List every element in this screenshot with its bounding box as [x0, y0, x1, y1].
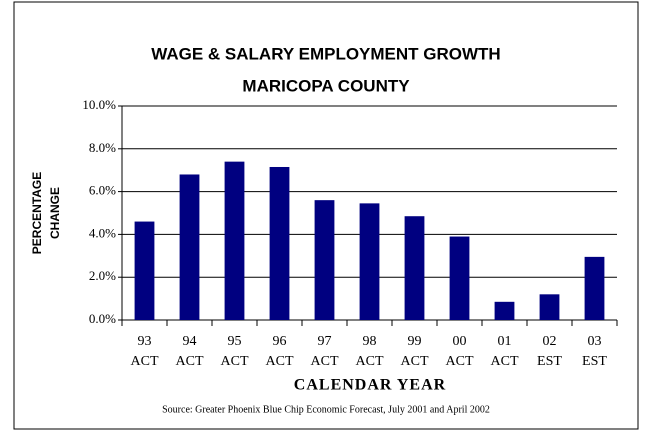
y-tick-label: 4.0% [89, 225, 116, 240]
bar [179, 174, 200, 320]
x-tick-label: 03 [588, 334, 602, 349]
bar [269, 166, 290, 320]
x-tick-label: ACT [131, 354, 159, 369]
bar [134, 221, 155, 320]
x-tick-label: ACT [311, 354, 339, 369]
x-tick-label: 93 [138, 334, 152, 349]
y-tick-label: 6.0% [89, 183, 116, 198]
chart-title: WAGE & SALARY EMPLOYMENT GROWTH [151, 44, 500, 63]
y-axis-title: PERCENTAGE [30, 172, 44, 254]
source-note: Source: Greater Phoenix Blue Chip Econom… [162, 404, 490, 415]
bar [449, 236, 470, 320]
y-tick-label: 8.0% [89, 140, 116, 155]
x-tick-label: ACT [266, 354, 294, 369]
x-tick-label: 00 [453, 334, 467, 349]
y-tick-label: 2.0% [89, 268, 116, 283]
chart-subtitle: MARICOPA COUNTY [242, 76, 410, 95]
x-tick-label: 97 [318, 334, 332, 349]
x-tick-label: 94 [183, 334, 197, 349]
x-tick-label: ACT [356, 354, 384, 369]
x-tick-label: 02 [543, 334, 557, 349]
x-tick-label: 01 [498, 334, 512, 349]
y-tick-label: 0.0% [89, 311, 116, 326]
x-tick-label: EST [582, 354, 607, 369]
x-tick-label: 98 [363, 334, 377, 349]
x-tick-label: EST [537, 354, 562, 369]
bar [359, 203, 380, 320]
bar [494, 301, 515, 320]
bar [584, 256, 605, 320]
x-tick-label: ACT [446, 354, 474, 369]
x-tick-label: ACT [176, 354, 204, 369]
x-tick-label: 99 [408, 334, 422, 349]
y-axis-title: CHANGE [48, 187, 62, 239]
x-tick-label: ACT [491, 354, 519, 369]
bar [314, 200, 335, 320]
y-tick-label: 10.0% [82, 97, 116, 112]
x-tick-label: 96 [273, 334, 287, 349]
x-axis-title: CALENDAR YEAR [294, 377, 446, 394]
x-tick-label: ACT [221, 354, 249, 369]
bar [404, 216, 425, 320]
bar [224, 161, 245, 320]
x-tick-label: ACT [401, 354, 429, 369]
x-tick-label: 95 [228, 334, 242, 349]
bar [539, 294, 560, 320]
